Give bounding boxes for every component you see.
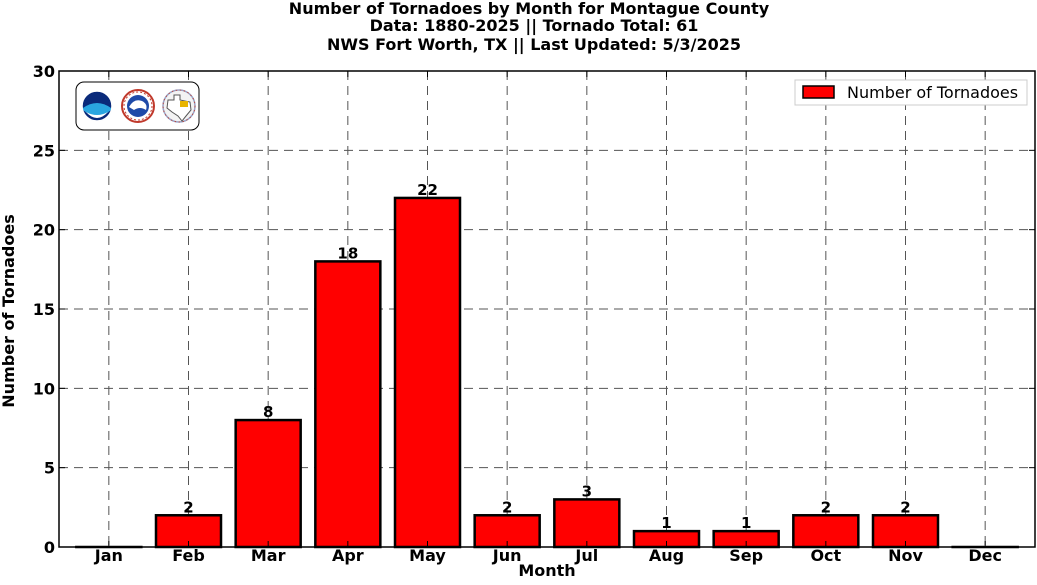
x-tick-label-nov: Nov (888, 546, 923, 565)
data-label-jun: 2 (502, 498, 512, 516)
data-label-sep: 1 (741, 514, 751, 532)
data-label-nov: 2 (900, 498, 910, 516)
y-tick-label: 15 (33, 300, 55, 319)
data-label-jul: 3 (582, 482, 592, 500)
title-line-3: NWS Fort Worth, TX || Last Updated: 5/3/… (327, 35, 741, 55)
noaa-logo (82, 91, 112, 121)
data-label-feb: 2 (183, 498, 193, 516)
y-tick-label: 30 (33, 62, 55, 81)
y-tick-label: 20 (33, 221, 55, 240)
nws-logo (122, 90, 154, 122)
logo-box (76, 82, 199, 130)
data-label-mar: 8 (263, 403, 273, 421)
bar-may (395, 198, 460, 547)
x-tick-label-sep: Sep (729, 546, 763, 565)
x-tick-label-feb: Feb (172, 546, 205, 565)
x-tick-label-aug: Aug (649, 546, 684, 565)
x-tick-label-may: May (409, 546, 446, 565)
x-tick-label-oct: Oct (810, 546, 841, 565)
x-axis-label: Month (518, 561, 575, 580)
title-line-2: Data: 1880-2025 || Tornado Total: 61 (370, 16, 699, 36)
x-tick-label-mar: Mar (251, 546, 286, 565)
legend-label: Number of Tornadoes (847, 83, 1018, 102)
y-tick-label: 5 (44, 459, 55, 478)
data-label-aug: 1 (661, 514, 671, 532)
grid-lines (59, 71, 1035, 547)
data-label-apr: 18 (337, 244, 358, 262)
bars (76, 198, 1017, 547)
y-axis-label: Number of Tornadoes (0, 214, 18, 407)
bar-jul (554, 499, 619, 547)
y-tick-label: 25 (33, 141, 55, 160)
legend-swatch (803, 86, 834, 98)
x-axis-ticks: Jan Feb Mar Apr May Jun Jul Aug Sep Oct Nov Dec (94, 71, 1002, 565)
data-label-may: 22 (417, 181, 438, 199)
nws-fort-worth-logo (163, 90, 195, 122)
chart-title: Number of Tornadoes by Month for Montagu… (289, 0, 770, 55)
x-tick-label-jul: Jul (574, 546, 598, 565)
y-tick-label: 0 (44, 538, 55, 557)
legend: Number of Tornadoes (795, 80, 1027, 105)
x-tick-label-jun: Jun (492, 546, 522, 565)
y-tick-label: 10 (33, 379, 55, 398)
data-label-oct: 2 (821, 498, 831, 516)
x-tick-label-dec: Dec (968, 546, 1002, 565)
bar-mar (236, 420, 301, 547)
x-tick-label-jan: Jan (94, 546, 123, 565)
x-tick-label-apr: Apr (332, 546, 364, 565)
bar-apr (315, 261, 380, 547)
